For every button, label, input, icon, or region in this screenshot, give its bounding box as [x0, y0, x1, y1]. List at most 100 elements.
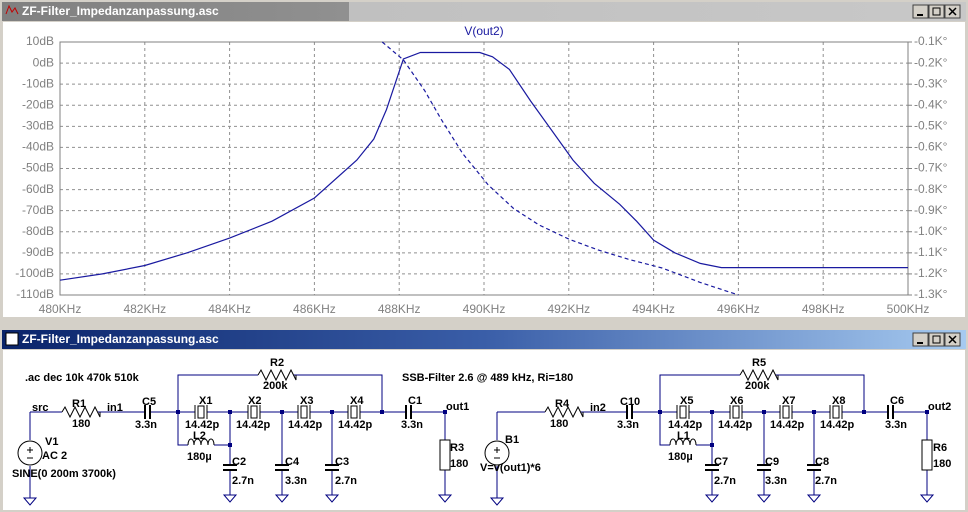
y2-tick-label: -0.6K° [914, 140, 948, 154]
component-label: 180 [72, 418, 90, 430]
component-label: C7 [714, 456, 728, 468]
component-label: 180 [550, 418, 568, 430]
component-label: C1 [408, 395, 422, 407]
component-label: in1 [107, 402, 123, 414]
component-label: B1 [505, 434, 519, 446]
window-buttons[interactable] [912, 332, 961, 347]
y2-tick-label: -0.9K° [914, 203, 948, 217]
y2-tick-label: -0.1K° [914, 34, 948, 48]
component-label: R2 [270, 357, 284, 369]
y2-tick-label: -0.8K° [914, 182, 948, 196]
series-line [59, 51, 908, 281]
x-tick-label: 494KHz [632, 302, 675, 316]
plot: 10dB 0dB -10dB -20dB -30dB -40dB -50dB -60dB -70… [15, 24, 947, 316]
title-bar[interactable] [2, 2, 966, 21]
y2-tick-label: -0.3K° [914, 76, 948, 90]
component-label: out1 [446, 401, 469, 413]
y-tick-label: -90dB [22, 245, 54, 259]
window-buttons[interactable] [912, 4, 961, 19]
component-label: C9 [765, 456, 779, 468]
component-label: X5 [680, 395, 693, 407]
title-bar[interactable] [2, 330, 966, 349]
component-label: C4 [285, 456, 300, 468]
component-label: X1 [199, 395, 212, 407]
component-label: 180µ [187, 451, 212, 463]
component-label: 2.7n [335, 475, 357, 487]
component-label: .ac dec 10k 470k 510k [25, 372, 140, 384]
x-tick-label: 482KHz [123, 302, 166, 316]
schematic-pane [3, 350, 965, 510]
app-icon [5, 332, 19, 346]
component-label: R4 [555, 398, 570, 410]
component-label: C8 [815, 456, 829, 468]
component-label: 14.42p [288, 419, 323, 431]
component-label: out2 [928, 401, 951, 413]
component-label: 3.3n [885, 419, 907, 431]
app-icon [5, 4, 19, 15]
y2-tick-label: -0.2K° [914, 55, 948, 69]
trace-name: V(out2) [464, 24, 503, 38]
component-label: 14.42p [770, 419, 805, 431]
component-label: X8 [832, 395, 845, 407]
component-label: C10 [620, 396, 640, 408]
component-label: X4 [350, 395, 364, 407]
component-label: 3.3n [401, 419, 423, 431]
component-label: R3 [450, 442, 464, 454]
window-title: ZF-Filter_Impedanzanpassung.asc [22, 4, 219, 18]
component-label: 3.3n [765, 475, 787, 487]
y2-tick-label: -0.5K° [914, 119, 948, 133]
component-label: 14.42p [668, 419, 703, 431]
y-tick-label: -100dB [15, 266, 54, 280]
component-label: SSB-Filter 2.6 @ 489 kHz, Ri=180 [402, 372, 573, 384]
component-label: 14.42p [820, 419, 855, 431]
y2-tick-label: -1.3K° [914, 287, 948, 301]
component-label: L1 [677, 430, 690, 442]
y-tick-label: -40dB [22, 140, 54, 154]
x-tick-label: 480KHz [39, 302, 82, 316]
y2-tick-label: -1.0K° [914, 224, 948, 238]
series-line [381, 41, 739, 296]
component-label: 2.7n [815, 475, 837, 487]
y-tick-label: -50dB [22, 161, 54, 175]
x-tick-label: 498KHz [802, 302, 845, 316]
component-label: C2 [232, 456, 246, 468]
component-label: 200k [263, 380, 288, 392]
component-label: in2 [590, 402, 606, 414]
y-tick-label: 0dB [33, 55, 54, 69]
component-label: 180 [450, 458, 468, 470]
y-tick-label: -80dB [22, 224, 54, 238]
x-tick-label: 488KHz [378, 302, 421, 316]
x-tick-label: 486KHz [293, 302, 336, 316]
component-label: L2 [193, 430, 206, 442]
component-label: C6 [890, 395, 904, 407]
component-label: R6 [933, 442, 947, 454]
component-label: X2 [248, 395, 261, 407]
x-tick-label: 484KHz [208, 302, 251, 316]
schematic [17, 370, 933, 506]
y2-tick-label: -1.2K° [914, 266, 948, 280]
component-label: 3.3n [135, 419, 157, 431]
component-label: X3 [300, 395, 313, 407]
y-tick-label: -30dB [22, 119, 54, 133]
component-label: AC 2 [42, 450, 67, 462]
x-tick-label: 490KHz [463, 302, 506, 316]
x-tick-label: 496KHz [717, 302, 760, 316]
window-title: ZF-Filter_Impedanzanpassung.asc [22, 332, 219, 346]
plot-frame [59, 41, 909, 296]
y-tick-label: 10dB [26, 34, 54, 48]
component-label: R5 [752, 357, 766, 369]
component-label: 2.7n [232, 475, 254, 487]
component-label: C5 [142, 396, 156, 408]
component-label: 14.42p [185, 419, 220, 431]
component-label: X7 [782, 395, 795, 407]
y-tick-label: -70dB [22, 203, 54, 217]
component-label: C3 [335, 456, 349, 468]
y-tick-label: -20dB [22, 97, 54, 111]
x-tick-label: 492KHz [547, 302, 590, 316]
y2-tick-label: -0.4K° [914, 97, 948, 111]
component-label: V=v(out1)*6 [480, 462, 541, 474]
component-label: V1 [45, 436, 58, 448]
y2-tick-label: -0.7K° [914, 161, 948, 175]
